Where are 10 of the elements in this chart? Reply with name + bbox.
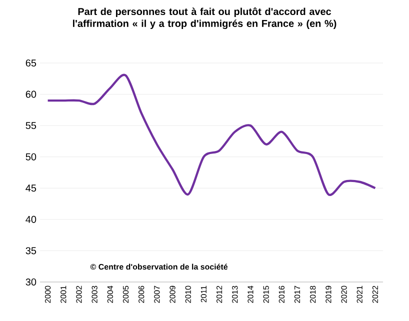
y-tick-label: 45 (26, 184, 36, 192)
y-tick-label: 50 (26, 153, 36, 160)
y-tick-label: 40 (26, 216, 36, 223)
chart-title: Part de personnes tout à fait ou plutôt d'accord avec l'affirmation « il y a trop d'immigrés en France » (en %) (73, 8, 336, 30)
y-tick-label: 60 (26, 90, 36, 98)
line-series (46, 74, 376, 196)
y-tick-label: 35 (26, 247, 36, 254)
y-tick-label: 55 (26, 122, 36, 130)
y-tick-label: 30 (26, 278, 36, 286)
y-tick-label: 65 (26, 59, 36, 67)
